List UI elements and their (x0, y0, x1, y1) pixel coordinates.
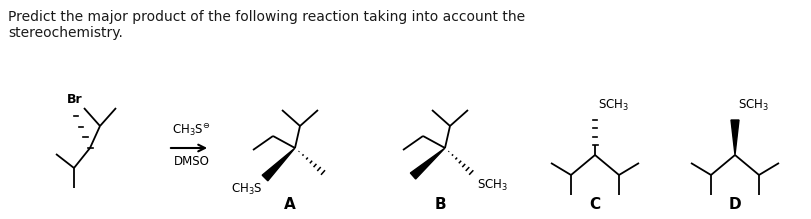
Text: B: B (434, 197, 446, 212)
Text: A: A (284, 197, 296, 212)
Polygon shape (262, 148, 295, 181)
Text: Br: Br (67, 93, 83, 106)
Polygon shape (731, 120, 739, 155)
Text: CH$_3$S: CH$_3$S (230, 182, 262, 197)
Text: stereochemistry.: stereochemistry. (8, 26, 123, 40)
Text: D: D (729, 197, 741, 212)
Text: DMSO: DMSO (174, 155, 210, 168)
Text: SCH$_3$: SCH$_3$ (598, 97, 629, 113)
Text: CH$_3$S$^{\ominus}$: CH$_3$S$^{\ominus}$ (172, 121, 210, 138)
Text: SCH$_3$: SCH$_3$ (477, 178, 508, 193)
Text: SCH$_3$: SCH$_3$ (738, 97, 769, 113)
Text: C: C (590, 197, 601, 212)
Polygon shape (410, 148, 445, 179)
Text: Predict the major product of the following reaction taking into account the: Predict the major product of the followi… (8, 10, 526, 24)
